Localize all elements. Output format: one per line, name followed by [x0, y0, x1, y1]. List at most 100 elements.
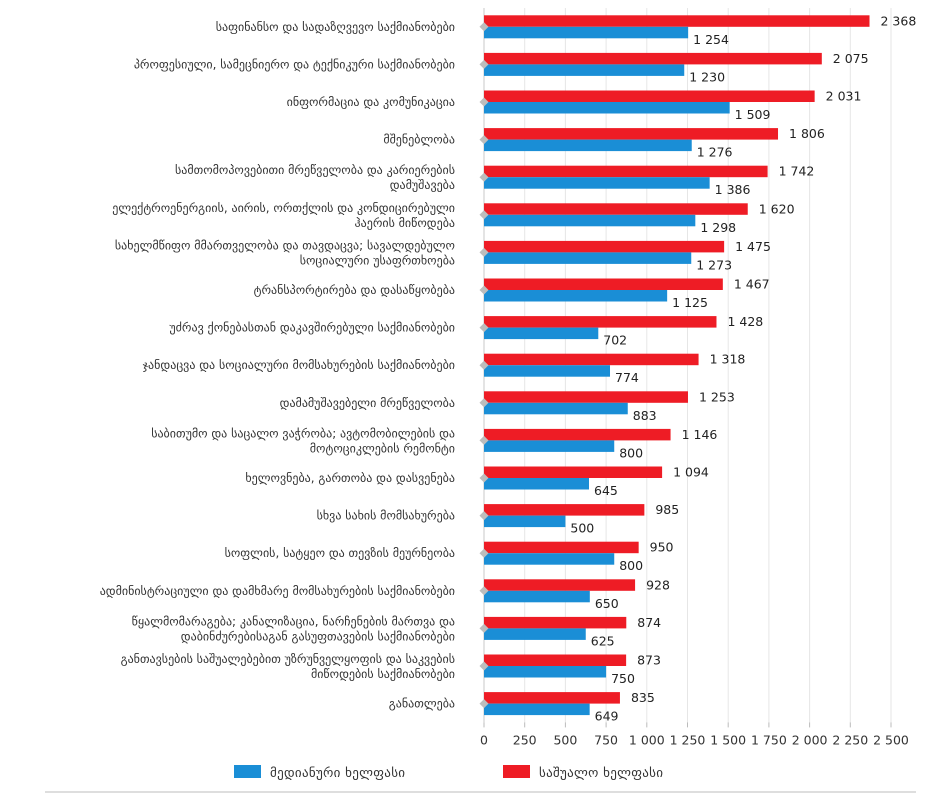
axis-marker: [479, 548, 489, 558]
category-label: ადმინისტრაციული და დამხმარე მომსახურების…: [100, 584, 455, 598]
bar-mean: [484, 240, 725, 253]
bar-value-label-mean: 985: [655, 502, 679, 517]
bar-mean: [484, 316, 717, 328]
axis-marker: [479, 473, 489, 483]
bar-mean: [484, 278, 723, 290]
bar-value-label-mean: 950: [650, 540, 674, 555]
bar-value-label-median: 1 509: [735, 107, 771, 122]
axis-marker: [479, 699, 489, 709]
bar-mean: [484, 353, 699, 366]
category-label: უძრავ ქონებასთან დაკავშირებული საქმიანობ…: [169, 321, 455, 335]
bar-value-label-median: 625: [591, 633, 615, 648]
bar-value-label-mean: 873: [637, 653, 661, 668]
axis-marker: [479, 210, 489, 220]
bar-mean: [484, 52, 822, 65]
bar-mean: [484, 428, 671, 441]
bar-value-label-mean: 928: [646, 577, 670, 592]
legend-label: საშუალო ხელფასი: [539, 766, 663, 781]
bar-mean: [484, 90, 815, 102]
category-label: წყალმომარაგება; კანალიზაცია, ნარჩენების …: [132, 614, 455, 628]
category-label: ჰაერის მიწოდება: [355, 216, 455, 230]
axis-marker: [479, 135, 489, 145]
x-tick-label: 2 500: [873, 732, 909, 747]
category-label: ტრანსპორტირება და დასაწყობება: [254, 283, 455, 297]
bar-value-label-median: 774: [615, 370, 639, 385]
category-label: ხელოვნება, გართობა და დასვენება: [245, 471, 455, 485]
category-label: სამთომოპოვებითი მრეწველობა და კარიერების: [175, 163, 455, 177]
bar-median: [484, 553, 615, 565]
legend-swatch: [234, 765, 261, 778]
category-label: დამუშავება: [390, 178, 455, 192]
x-tick-label: 2 250: [832, 732, 868, 747]
category-label: სხვა სახის მომსახურება: [317, 509, 455, 523]
category-label: ელექტროენერგიის, აირის, ორთქლის და კონდი…: [112, 201, 455, 215]
category-label: საბითუმო და საცალო ვაჭრობა; ავტომობილები…: [151, 426, 455, 440]
x-tick-label: 1 250: [670, 732, 706, 747]
bar-median: [484, 327, 599, 340]
axis-marker: [479, 285, 489, 295]
axis-marker: [479, 661, 489, 671]
bar-mean: [484, 15, 870, 27]
category-label: სახელმწიფო მმართველობა და თავდაცვა; სავა…: [115, 238, 455, 252]
bar-value-label-mean: 1 318: [710, 352, 746, 367]
category-label: დამამუშავებელი მრეწველობა: [280, 396, 455, 410]
category-label: ჯანდაცვა და სოციალური მომსახურების საქმი…: [143, 358, 455, 372]
legend-label: მედიანური ხელფასი: [270, 766, 405, 781]
bar-value-label-mean: 2 368: [881, 13, 917, 28]
bar-value-label-mean: 1 475: [735, 239, 771, 254]
bar-mean: [484, 654, 627, 666]
axis-marker: [479, 623, 489, 633]
category-label: პროფესიული, სამეცნიერო და ტექნიკური საქმ…: [134, 57, 455, 71]
bar-median: [484, 102, 730, 114]
x-tick-label: 750: [594, 732, 618, 747]
bar-value-label-mean: 1 806: [789, 126, 825, 141]
category-label: ინფორმაცია და კომუნიკაცია: [287, 95, 455, 109]
axis-marker: [479, 22, 489, 32]
bar-value-label-mean: 835: [631, 690, 655, 705]
axis-marker: [479, 360, 489, 370]
bar-median: [484, 590, 590, 603]
bar-mean: [484, 579, 636, 591]
bar-median: [484, 290, 668, 302]
bar-mean: [484, 616, 627, 629]
bar-value-label-median: 500: [570, 521, 594, 536]
bar-mean: [484, 165, 768, 178]
bar-value-label-median: 1 254: [693, 32, 729, 47]
bar-mean: [484, 504, 645, 516]
bar-median: [484, 252, 692, 264]
x-tick-label: 1 500: [710, 732, 746, 747]
bar-value-label-mean: 1 094: [673, 465, 709, 480]
bar-median: [484, 628, 586, 640]
axis-marker: [479, 323, 489, 333]
bar-value-label-median: 1 386: [715, 182, 751, 197]
x-tick-label: 250: [513, 732, 537, 747]
bar-value-label-median: 883: [633, 408, 657, 423]
bar-value-label-median: 1 125: [672, 295, 708, 310]
bar-value-label-mean: 874: [637, 615, 661, 630]
axis-marker: [479, 398, 489, 408]
bar-value-label-mean: 1 428: [727, 314, 763, 329]
bar-value-label-mean: 2 075: [833, 51, 869, 66]
category-label: სოფლის, სატყეო და თევზის მეურნეობა: [225, 546, 455, 560]
bar-value-label-median: 800: [619, 558, 643, 573]
bar-mean: [484, 466, 663, 478]
axis-marker: [479, 586, 489, 596]
bar-value-label-median: 1 230: [689, 69, 725, 84]
category-label: მოტოციკლების რემონტი: [310, 441, 455, 455]
axis-marker: [479, 511, 489, 521]
bar-value-label-median: 1 276: [697, 145, 733, 160]
bar-median: [484, 139, 692, 152]
category-label: საფინანსო და სადაზღვევო საქმიანობები: [216, 20, 455, 34]
x-tick-label: 500: [553, 732, 577, 747]
axis-marker: [479, 435, 489, 445]
axis-marker: [479, 59, 489, 69]
category-label: განათლება: [389, 697, 455, 711]
bar-value-label-median: 649: [595, 709, 619, 724]
category-label: სოციალური უსაფრთხოება: [300, 253, 455, 267]
bar-median: [484, 26, 689, 39]
x-tick-label: 2 000: [792, 732, 828, 747]
category-label: დაბინძურებისაგან გასუფთავების საქმიანობე…: [181, 629, 455, 643]
category-label: მიწოდების საქმიანობები: [311, 667, 455, 681]
